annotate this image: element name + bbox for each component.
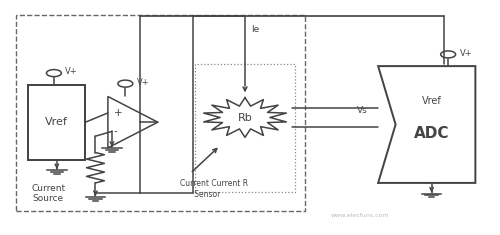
Text: -: -: [114, 126, 117, 137]
Text: Vref: Vref: [46, 117, 68, 127]
Polygon shape: [108, 97, 158, 148]
Text: V+: V+: [137, 78, 149, 87]
Text: www.elecfuns.com: www.elecfuns.com: [330, 213, 389, 218]
Text: ADC: ADC: [414, 126, 450, 141]
Text: V+: V+: [66, 67, 78, 76]
Text: Vref: Vref: [422, 96, 442, 106]
Bar: [16, 15, 305, 211]
Text: V+: V+: [460, 49, 472, 58]
Bar: [195, 64, 295, 192]
Bar: [28, 85, 86, 160]
Text: +: +: [114, 108, 122, 118]
Text: Rb: Rb: [238, 113, 252, 122]
Text: Current Current R
      Sensor: Current Current R Sensor: [180, 179, 248, 199]
Text: Vs: Vs: [358, 106, 368, 115]
Polygon shape: [378, 66, 476, 183]
Text: Ie: Ie: [251, 25, 259, 34]
Text: Current
Source: Current Source: [31, 184, 65, 203]
